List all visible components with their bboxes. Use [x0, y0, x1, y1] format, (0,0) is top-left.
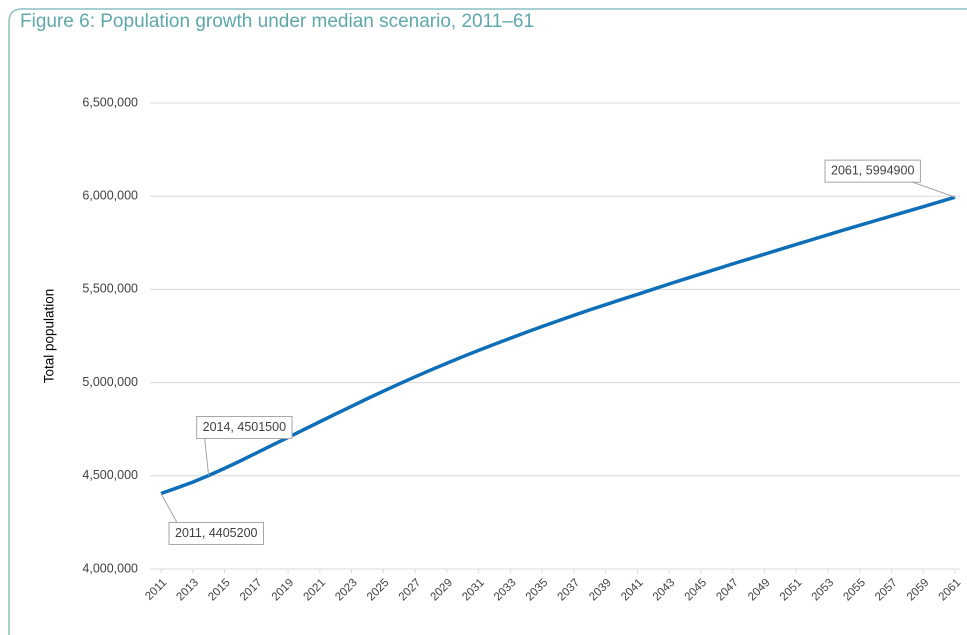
- y-tick-label: 4,000,000: [82, 561, 138, 575]
- x-tick-label: 2057: [873, 577, 900, 604]
- x-tick-label: 2035: [524, 577, 551, 604]
- x-tick-label: 2055: [841, 577, 868, 604]
- x-tick-label: 2059: [905, 577, 932, 604]
- x-tick-label: 2011: [143, 577, 169, 603]
- annotation-box: [196, 416, 293, 440]
- x-tick-label: 2037: [556, 577, 583, 604]
- y-tick-label: 5,000,000: [82, 375, 138, 389]
- x-tick-label: 2033: [492, 577, 519, 604]
- x-tick-label: 2025: [365, 577, 392, 604]
- x-tick-label: 2029: [429, 577, 456, 604]
- y-tick-label: 5,500,000: [82, 282, 138, 296]
- y-axis-title: Total population: [42, 289, 57, 384]
- x-tick-label: 2041: [619, 577, 646, 604]
- chart-title: Figure 6: Population growth under median…: [20, 11, 534, 32]
- x-tick-label: 2051: [778, 577, 805, 604]
- x-tick-label: 2021: [301, 577, 328, 604]
- x-tick-label: 2019: [270, 577, 297, 604]
- annotation-text: 2014, 4501500: [203, 420, 286, 434]
- annotation-leader: [160, 493, 178, 523]
- x-tick-label: 2053: [810, 577, 837, 604]
- y-tick-label: 6,000,000: [82, 188, 138, 202]
- x-tick-label: 2027: [397, 577, 424, 604]
- y-tick-label: 6,500,000: [82, 95, 138, 109]
- annotation-text: 2061, 5994900: [831, 163, 914, 177]
- x-tick-label: 2039: [587, 577, 614, 604]
- y-tick-label: 4,500,000: [82, 468, 138, 482]
- x-tick-label: 2013: [174, 577, 201, 604]
- data-line: [160, 195, 956, 496]
- x-tick-label: 2031: [460, 577, 487, 604]
- x-tick-label: 2017: [238, 577, 265, 604]
- x-tick-label: 2049: [746, 577, 773, 604]
- frame: [8, 8, 967, 635]
- x-tick-label: 2045: [683, 577, 710, 604]
- x-tick-label: 2015: [206, 577, 233, 604]
- x-tick-label: 2061: [937, 577, 964, 604]
- x-tick-label: 2047: [714, 577, 741, 604]
- x-tick-label: 2023: [333, 577, 360, 604]
- annotation-leader: [912, 181, 956, 198]
- annotation-box: [168, 521, 264, 545]
- annotation-text: 2011, 4405200: [175, 526, 258, 540]
- annotation-leader: [204, 438, 210, 476]
- annotation-box: [824, 159, 921, 183]
- x-tick-label: 2043: [651, 577, 678, 604]
